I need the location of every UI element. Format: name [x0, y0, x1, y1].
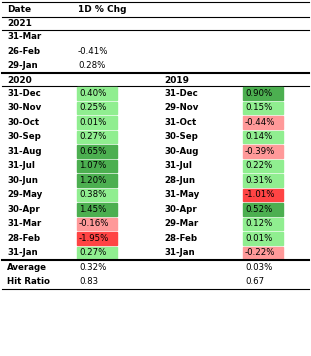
Text: 0.27%: 0.27% [79, 248, 106, 257]
Text: Hit Ratio: Hit Ratio [7, 277, 50, 286]
Text: 0.12%: 0.12% [245, 219, 272, 228]
Text: 30-Apr: 30-Apr [7, 205, 40, 214]
Text: 26-Feb: 26-Feb [7, 47, 40, 56]
Bar [243, 101, 282, 114]
Text: 29-Jan: 29-Jan [7, 61, 38, 70]
Text: 1.20%: 1.20% [79, 176, 106, 185]
Text: -0.22%: -0.22% [245, 248, 276, 257]
Text: 1.07%: 1.07% [79, 161, 106, 171]
Text: 31-Aug: 31-Aug [7, 147, 41, 156]
Text: 31-Jul: 31-Jul [164, 161, 192, 171]
Text: 1D % Chg: 1D % Chg [78, 5, 127, 14]
Text: 0.03%: 0.03% [245, 263, 272, 272]
Text: 0.65%: 0.65% [79, 147, 106, 156]
Text: 30-Sep: 30-Sep [7, 132, 41, 141]
Text: 0.67: 0.67 [245, 277, 264, 286]
Text: -0.39%: -0.39% [245, 147, 275, 156]
Text: 28-Feb: 28-Feb [164, 234, 197, 243]
Text: 29-Nov: 29-Nov [164, 103, 198, 112]
Text: 0.31%: 0.31% [245, 176, 272, 185]
Bar [243, 247, 282, 259]
Text: -1.01%: -1.01% [245, 190, 276, 199]
Bar [243, 131, 282, 143]
Text: 29-May: 29-May [7, 190, 42, 199]
Text: 0.40%: 0.40% [79, 89, 106, 98]
Text: 30-Nov: 30-Nov [7, 103, 41, 112]
Text: 31-Jan: 31-Jan [7, 248, 38, 257]
Bar [243, 232, 282, 245]
Bar [243, 218, 282, 230]
Text: 30-Oct: 30-Oct [7, 118, 39, 127]
Text: 31-Oct: 31-Oct [164, 118, 196, 127]
Text: 30-Sep: 30-Sep [164, 132, 198, 141]
Text: 31-Dec: 31-Dec [164, 89, 198, 98]
Text: 29-Mar: 29-Mar [164, 219, 198, 228]
Bar [243, 116, 282, 129]
Text: 2021: 2021 [7, 19, 32, 28]
Bar [77, 159, 117, 172]
Text: 30-Apr: 30-Apr [164, 205, 197, 214]
Text: 0.14%: 0.14% [245, 132, 272, 141]
Text: 31-Mar: 31-Mar [7, 219, 41, 228]
Bar [77, 131, 117, 143]
Bar [77, 203, 117, 216]
Bar [77, 232, 117, 245]
Bar [77, 218, 117, 230]
Bar [243, 145, 282, 158]
Text: -0.16%: -0.16% [79, 219, 109, 228]
Text: 31-Jul: 31-Jul [7, 161, 35, 171]
Text: 0.90%: 0.90% [245, 89, 272, 98]
Text: -0.41%: -0.41% [78, 47, 109, 56]
Text: 0.22%: 0.22% [245, 161, 272, 171]
Text: 0.38%: 0.38% [79, 190, 106, 199]
Text: 0.83: 0.83 [79, 277, 98, 286]
Bar [77, 174, 117, 187]
Bar [243, 174, 282, 187]
Text: 30-Jun: 30-Jun [7, 176, 38, 185]
Text: 31-Jan: 31-Jan [164, 248, 195, 257]
Bar [77, 247, 117, 259]
Text: 0.25%: 0.25% [79, 103, 106, 112]
Text: 0.28%: 0.28% [78, 61, 105, 70]
Bar [243, 189, 282, 201]
Bar [77, 116, 117, 129]
Text: 31-Mar: 31-Mar [7, 32, 41, 41]
Text: 31-Dec: 31-Dec [7, 89, 41, 98]
Bar [77, 87, 117, 100]
Text: 2020: 2020 [7, 76, 32, 85]
Text: 2019: 2019 [164, 76, 189, 85]
Text: 0.01%: 0.01% [79, 118, 106, 127]
Text: 28-Jun: 28-Jun [164, 176, 195, 185]
Bar [77, 145, 117, 158]
Text: 0.32%: 0.32% [79, 263, 106, 272]
Text: 0.52%: 0.52% [245, 205, 272, 214]
Text: Average: Average [7, 263, 47, 272]
Text: 0.27%: 0.27% [79, 132, 106, 141]
Bar [243, 87, 282, 100]
Bar [243, 159, 282, 172]
Text: -0.44%: -0.44% [245, 118, 276, 127]
Text: 30-Aug: 30-Aug [164, 147, 198, 156]
Text: 0.01%: 0.01% [245, 234, 272, 243]
Text: 0.15%: 0.15% [245, 103, 272, 112]
Text: 28-Feb: 28-Feb [7, 234, 40, 243]
Bar [243, 203, 282, 216]
Bar [77, 189, 117, 201]
Text: Date: Date [7, 5, 31, 14]
Text: 1.45%: 1.45% [79, 205, 106, 214]
Text: -1.95%: -1.95% [79, 234, 109, 243]
Bar [77, 101, 117, 114]
Text: 31-May: 31-May [164, 190, 199, 199]
